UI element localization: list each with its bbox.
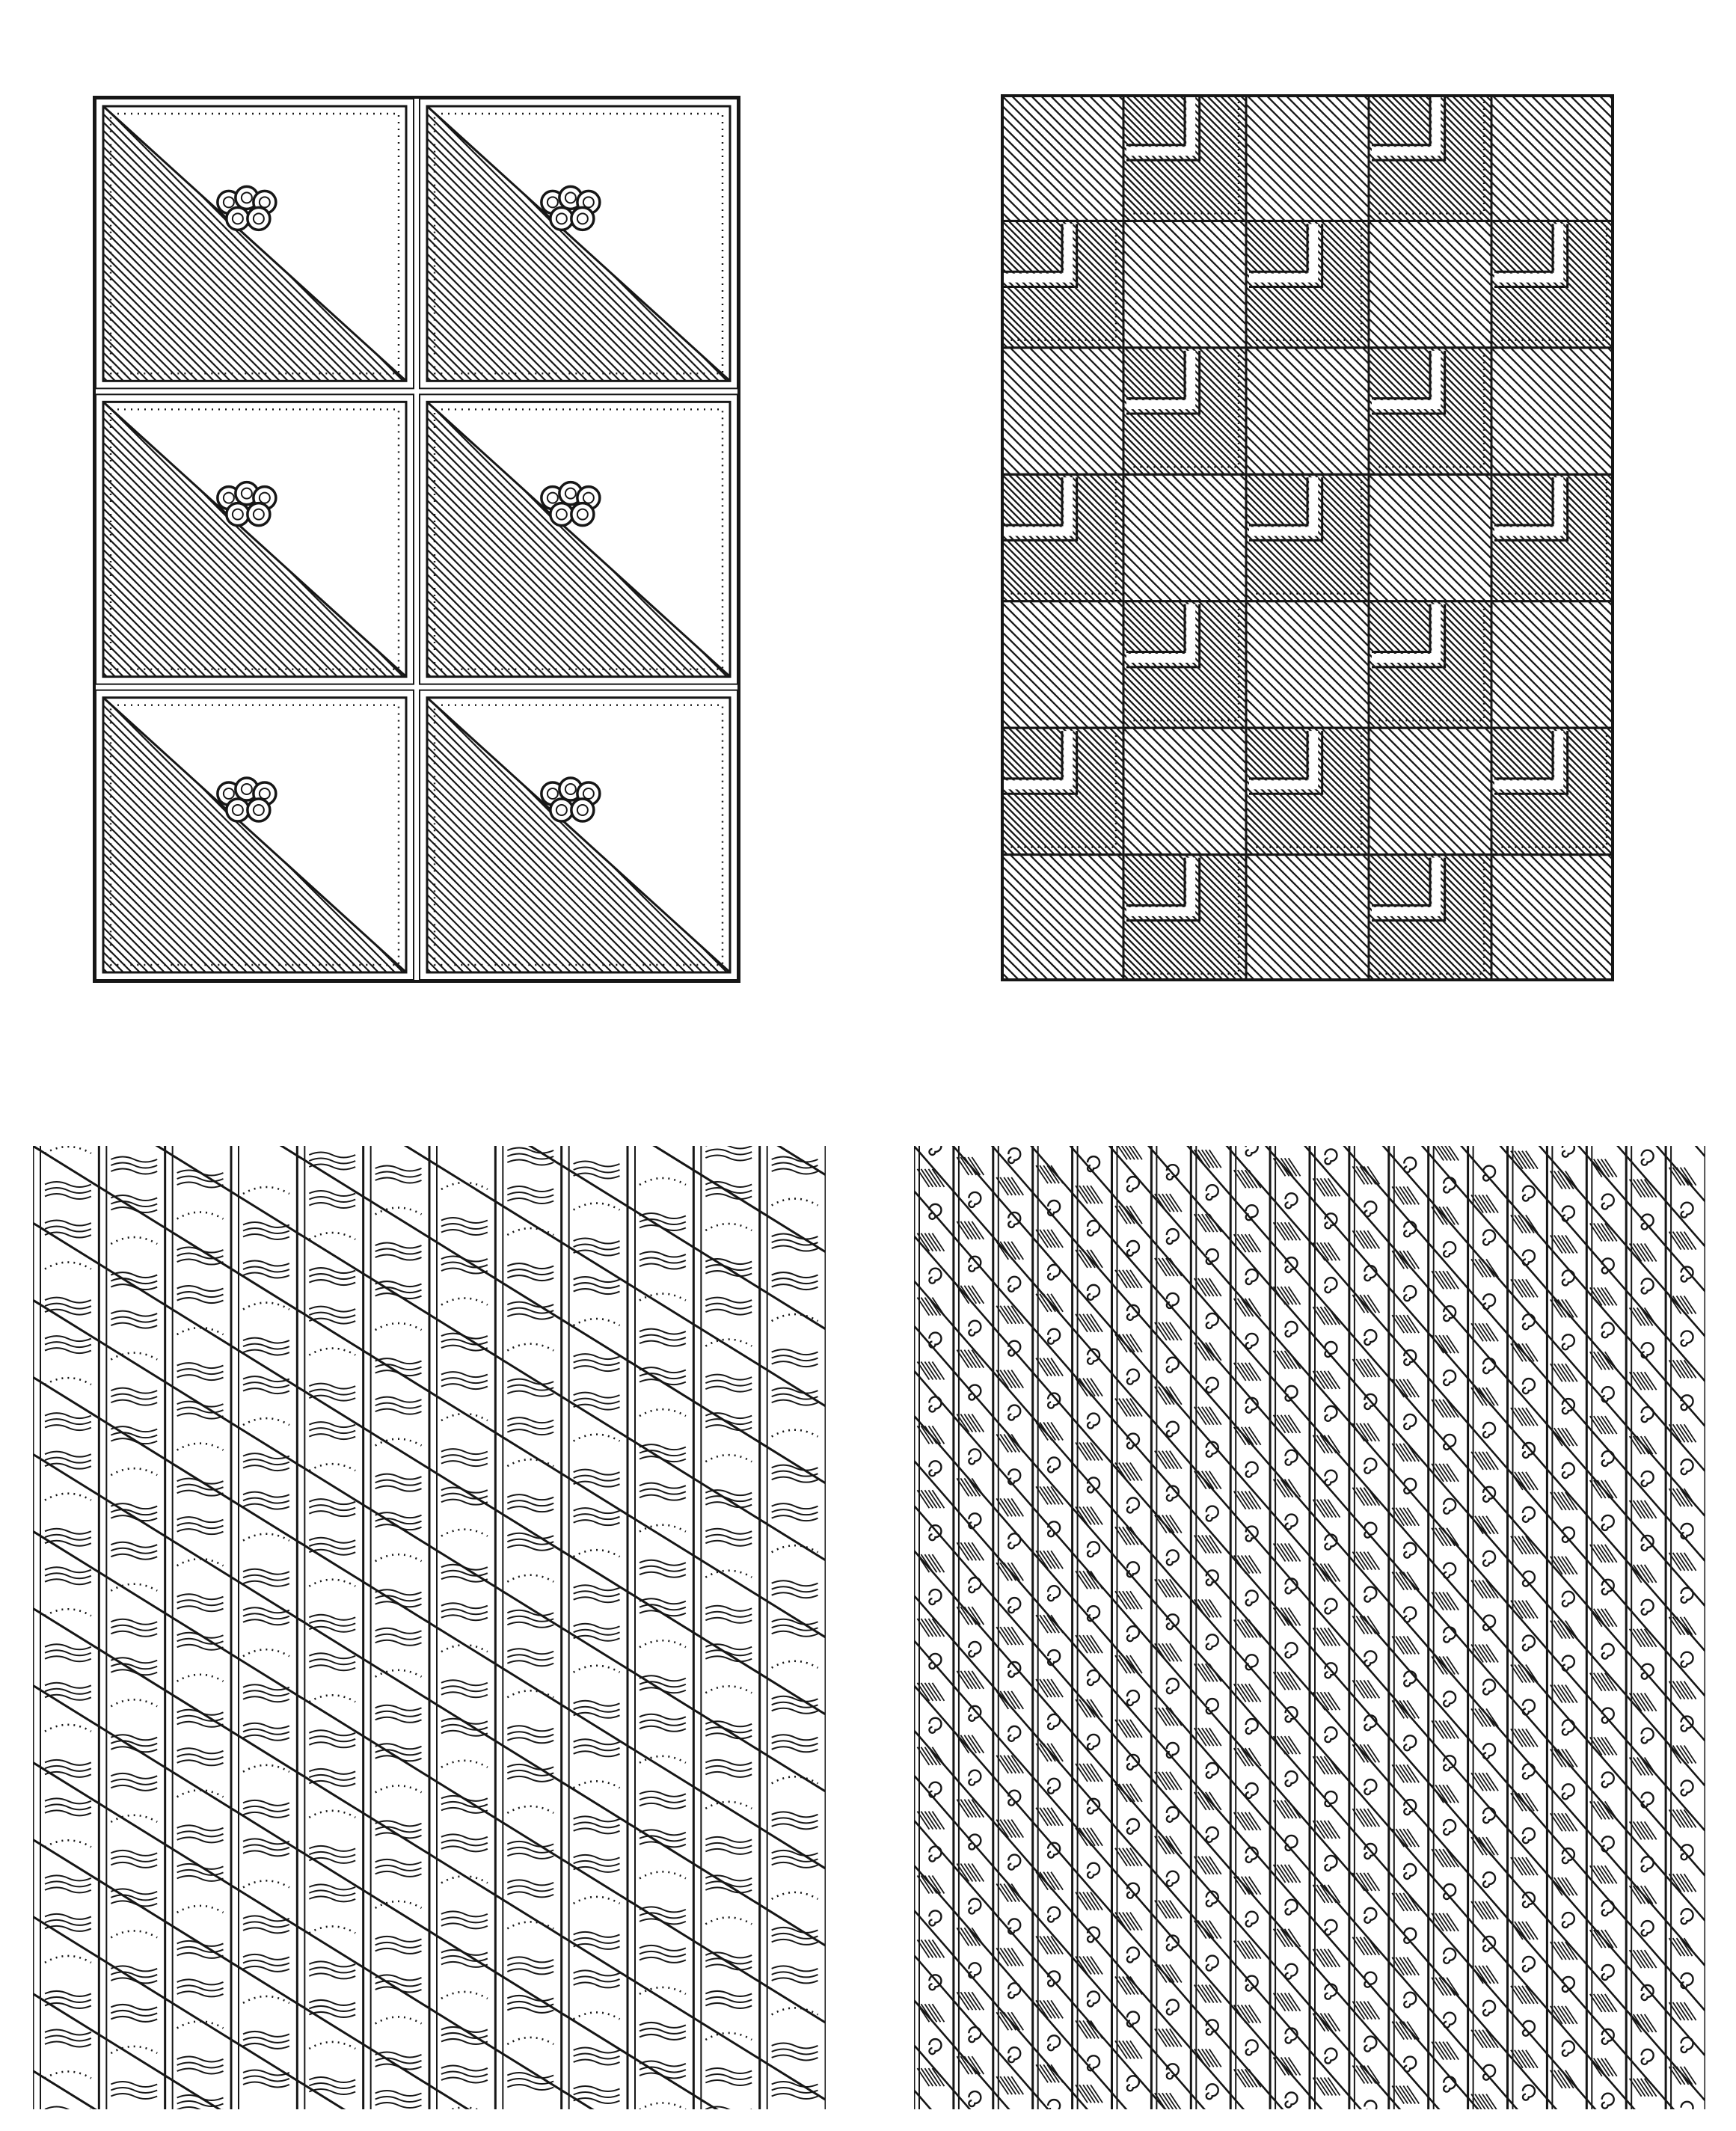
pattern-tile bbox=[1490, 600, 1614, 729]
pattern-tile bbox=[1001, 473, 1125, 603]
pattern-tile bbox=[1367, 726, 1493, 856]
pattern-tile bbox=[1122, 853, 1248, 981]
pattern-tile bbox=[1122, 94, 1248, 222]
panel-wave-lattice-pattern bbox=[33, 1146, 826, 2109]
pattern-tile bbox=[1001, 726, 1125, 856]
pattern-tile bbox=[1001, 94, 1125, 222]
panel-spiral-lattice-pattern bbox=[914, 1146, 1705, 2109]
pattern-tile bbox=[1122, 726, 1248, 856]
pattern-tile bbox=[1001, 219, 1125, 349]
pattern-tile bbox=[1245, 473, 1370, 603]
panel-frame bbox=[1001, 94, 1614, 981]
pattern-tile bbox=[1122, 219, 1248, 349]
pattern-tile bbox=[1490, 473, 1614, 603]
pattern-tile bbox=[1490, 219, 1614, 349]
panel-bracket-square-pattern bbox=[1001, 94, 1614, 981]
pattern-tile bbox=[1245, 853, 1370, 981]
pattern-tile bbox=[1122, 473, 1248, 603]
pattern-tile bbox=[1245, 726, 1370, 856]
pattern-tile bbox=[1245, 219, 1370, 349]
panel-frame bbox=[93, 96, 740, 983]
wave-lattice bbox=[33, 1146, 826, 2109]
pattern-tile bbox=[1122, 346, 1248, 476]
spiral-lattice bbox=[914, 1146, 1705, 2109]
pattern-tile bbox=[1367, 473, 1493, 603]
pattern-tile bbox=[1490, 726, 1614, 856]
panel-triangle-cloud-pattern bbox=[93, 96, 740, 983]
pattern-tile bbox=[1367, 346, 1493, 476]
